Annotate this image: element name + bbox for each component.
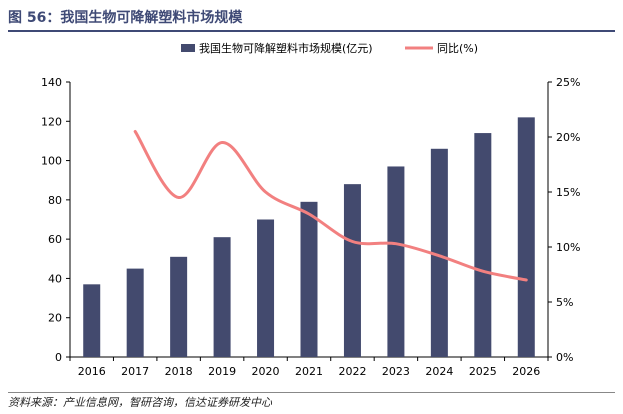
right-tick-label: 25% [556,76,580,89]
source-rule [8,392,615,393]
title-rule [8,30,615,32]
x-tick-label: 2019 [208,365,236,378]
x-tick-label: 2018 [165,365,193,378]
legend: 我国生物可降解塑料市场规模(亿元) 同比(%) [181,41,478,55]
chart: 我国生物可降解塑料市场规模(亿元) 同比(%) 0 20 40 60 80 100 120 14… [41,41,580,378]
growth-line-path [133,130,528,282]
x-tick-label: 2025 [469,365,497,378]
bar [83,284,101,357]
x-tick-label: 2017 [121,365,149,378]
right-tick-label: 20% [556,131,580,144]
bar [126,268,144,357]
x-tick-label: 2016 [78,365,106,378]
x-tick-label: 2026 [512,365,540,378]
source-note: 资料来源：产业信息网，智研咨询，信达证券研发中心 [8,396,272,409]
legend-bar-label: 我国生物可降解塑料市场规模(亿元) [199,41,373,55]
bar [300,201,318,357]
bar [170,256,188,357]
growth-line [133,130,528,282]
right-tick-label: 5% [556,296,573,309]
x-tick-label: 2023 [382,365,410,378]
x-tick-label: 2021 [295,365,323,378]
left-tick-label: 100 [41,155,62,168]
bar [517,117,535,357]
left-tick-label: 140 [41,76,62,89]
right-tick-label: 15% [556,186,580,199]
left-tick-label: 20 [48,312,62,325]
axes: 0 20 40 60 80 100 120 140 0% 5% 10% 15% 20% 25% 2016 20… [41,76,580,378]
bar [343,184,361,357]
bar [257,219,275,357]
legend-bar-swatch [181,44,195,52]
right-tick-label: 10% [556,241,580,254]
bar [430,148,448,357]
x-tick-label: 2022 [338,365,366,378]
bar [213,237,231,357]
bar [387,166,405,357]
x-tick-label: 2024 [425,365,453,378]
legend-line-label: 同比(%) [437,42,478,55]
left-tick-label: 80 [48,194,62,207]
figure-title: 图 56：我国生物可降解塑料市场规模 [8,10,243,26]
bars [83,117,535,357]
right-tick-label: 0% [556,351,573,364]
left-tick-label: 60 [48,233,62,246]
left-tick-label: 120 [41,115,62,128]
x-tick-label: 2020 [252,365,280,378]
left-tick-label: 0 [55,351,62,364]
bar [474,133,492,357]
left-tick-label: 40 [48,272,62,285]
